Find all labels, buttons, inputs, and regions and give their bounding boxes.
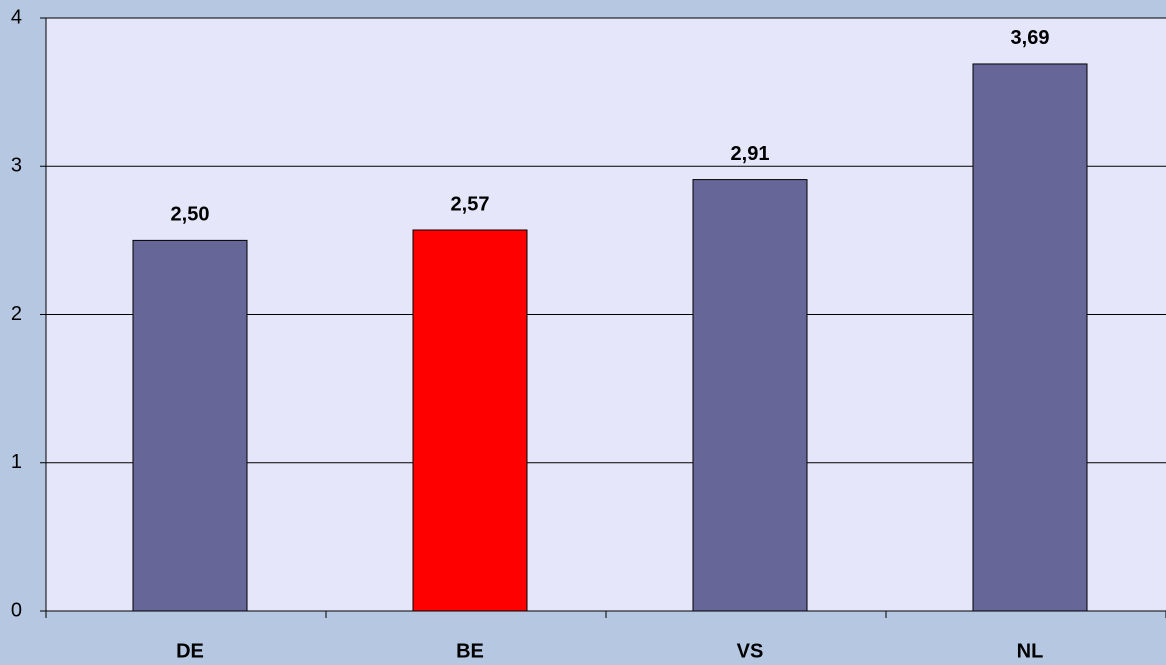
data-label: 2,50 — [171, 204, 210, 226]
data-label: 2,91 — [731, 143, 770, 165]
x-tick-label: NL — [1017, 640, 1044, 662]
bar — [972, 63, 1088, 612]
x-tick-label: DE — [176, 640, 204, 662]
y-tick-label: 4 — [11, 6, 22, 28]
y-tick-label: 2 — [11, 303, 22, 325]
data-label: 3,69 — [1011, 27, 1050, 49]
bar — [692, 179, 808, 612]
bar — [412, 229, 528, 612]
y-tick-label: 3 — [11, 155, 22, 177]
x-tick-label: VS — [737, 640, 764, 662]
bar — [132, 239, 248, 612]
y-tick-label: 0 — [11, 599, 22, 621]
data-label: 2,57 — [451, 193, 490, 215]
y-tick-label: 1 — [11, 451, 22, 473]
x-tick-label: BE — [456, 640, 484, 662]
